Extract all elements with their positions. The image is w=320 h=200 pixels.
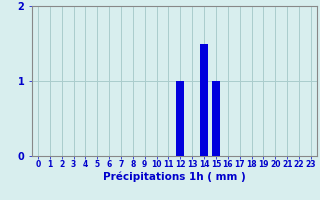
Bar bbox=[212, 81, 220, 156]
Bar bbox=[176, 81, 185, 156]
Bar bbox=[200, 44, 208, 156]
X-axis label: Précipitations 1h ( mm ): Précipitations 1h ( mm ) bbox=[103, 172, 246, 182]
